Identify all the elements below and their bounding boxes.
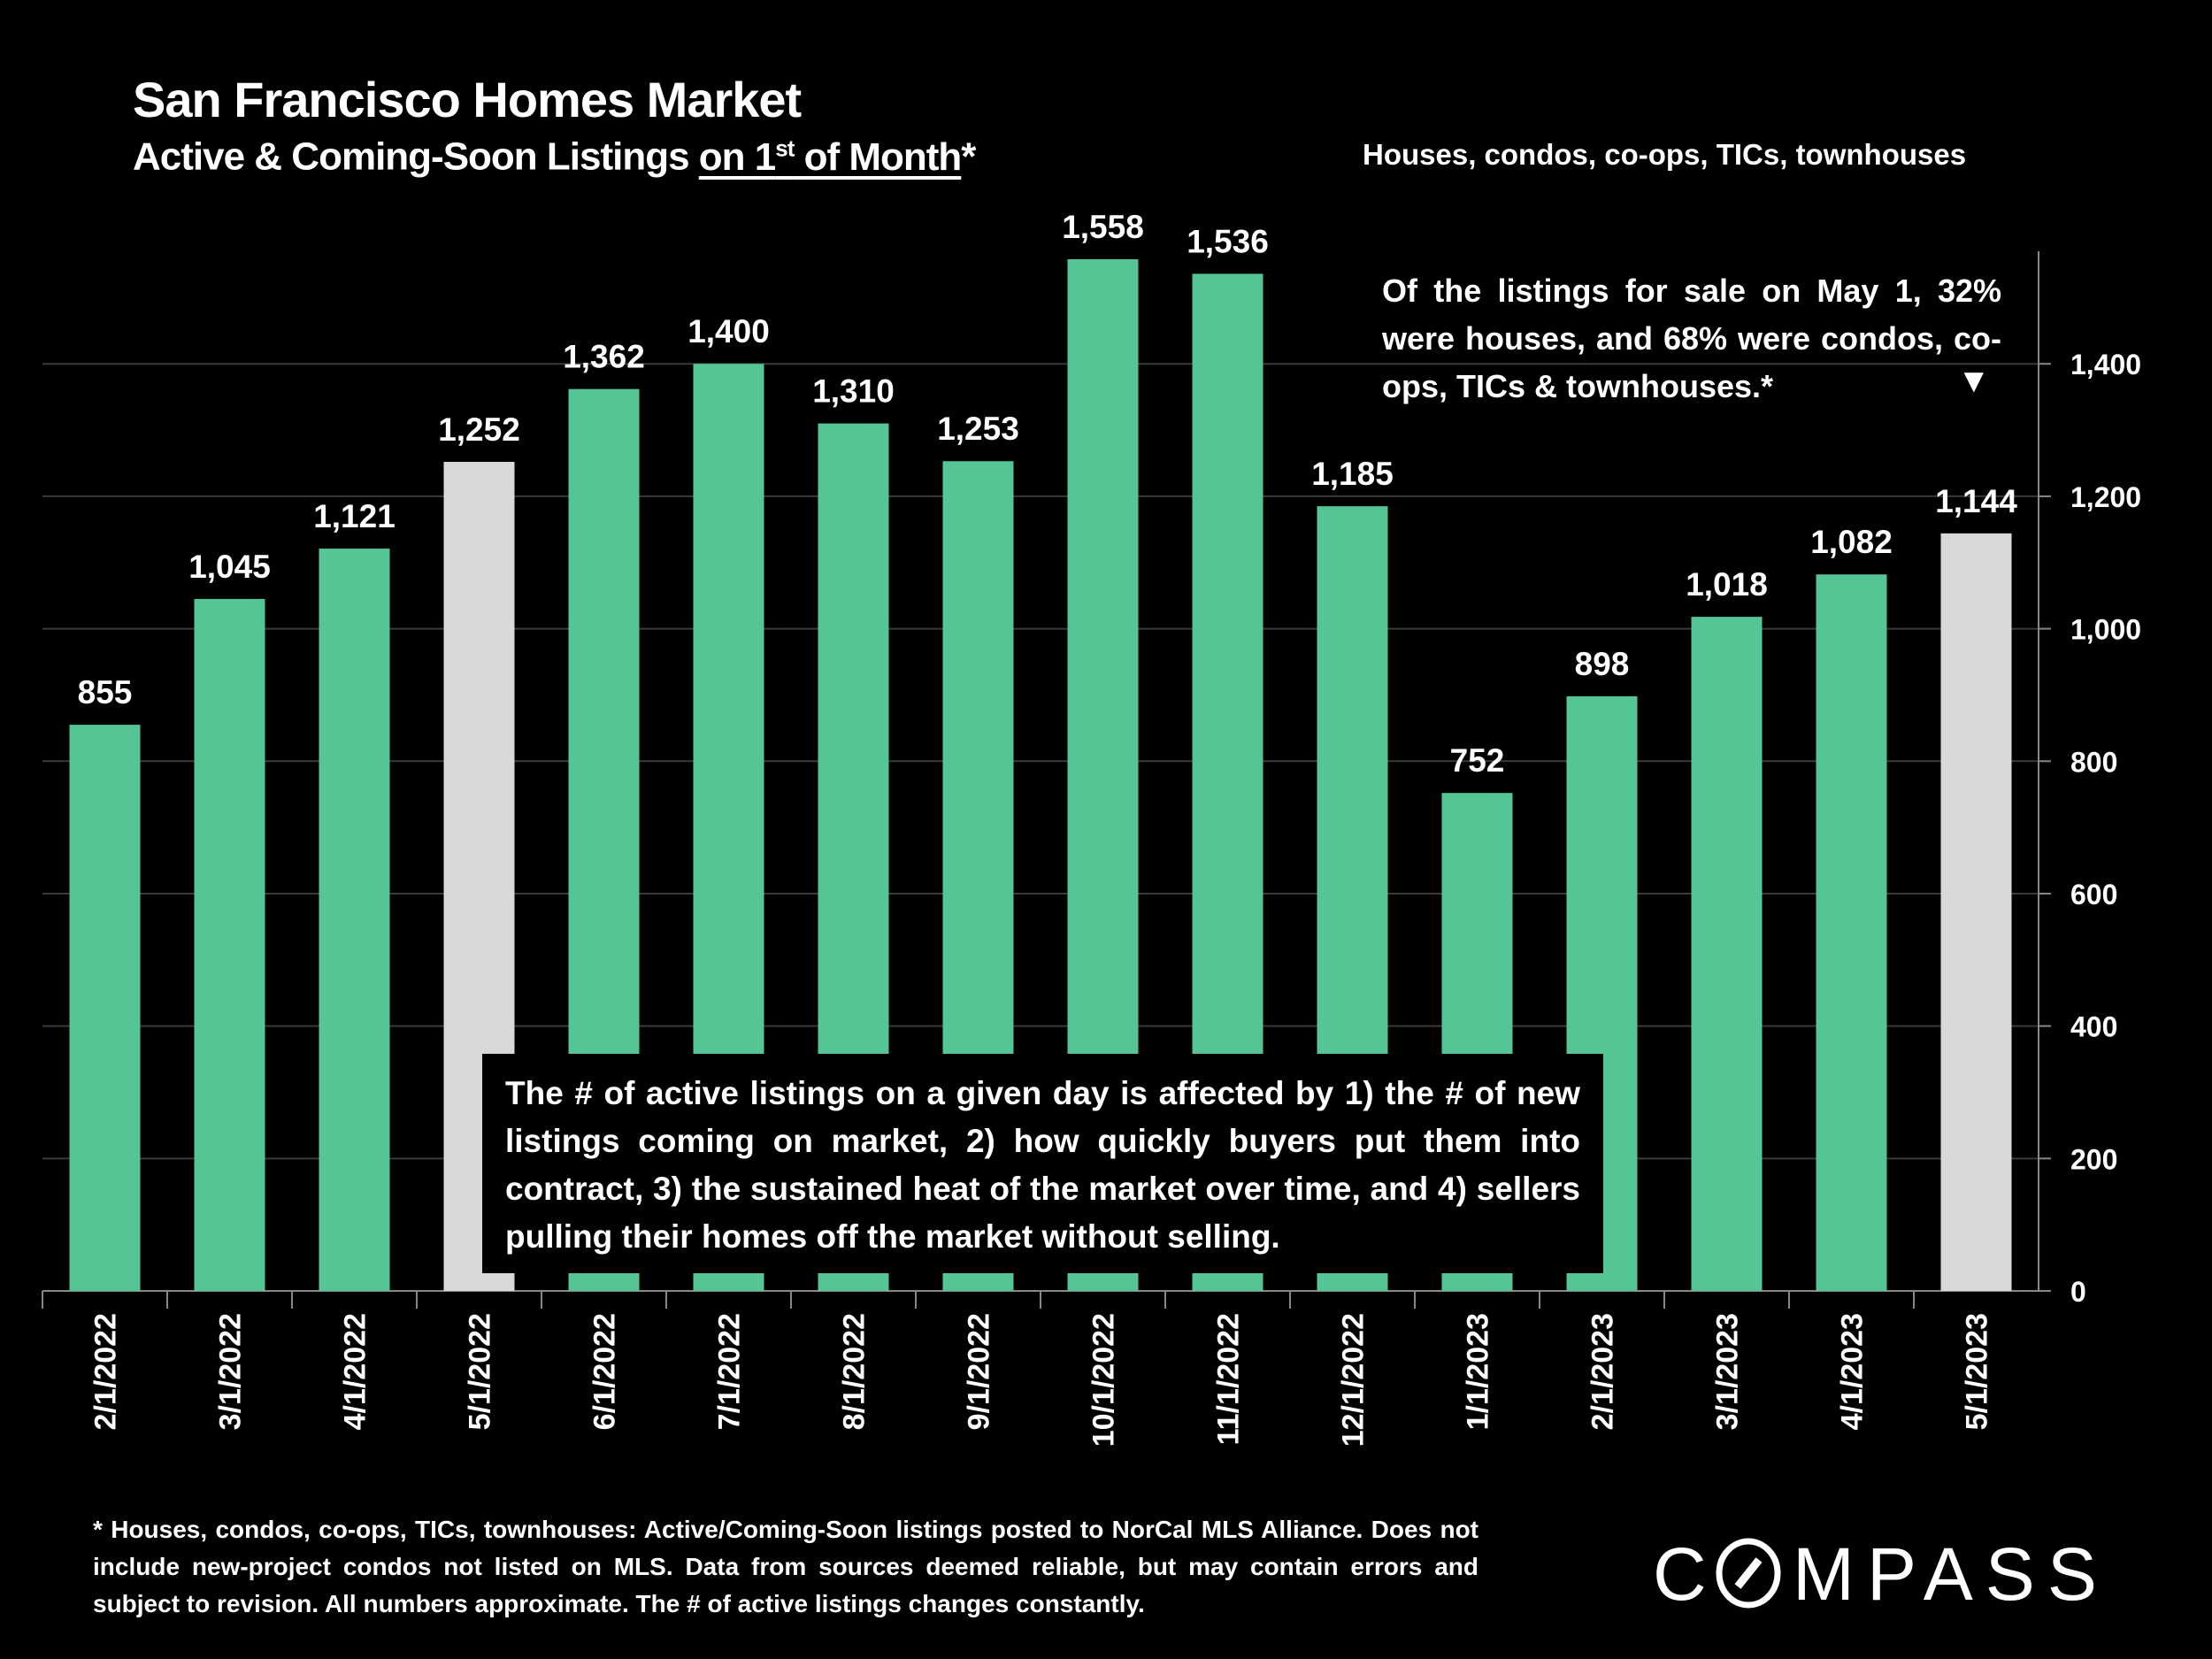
bar (69, 725, 141, 1291)
chart-subtitle: Active & Coming-Soon Listings on 1st of … (133, 134, 976, 180)
bar-value-label: 1,400 (687, 313, 770, 349)
bar-value-label: 1,045 (188, 549, 271, 585)
bar (194, 598, 265, 1291)
bar-value-label: 1,253 (937, 411, 1019, 447)
y-tick-label: 1,200 (2070, 481, 2141, 513)
x-tick-label: 3/1/2022 (214, 1313, 248, 1430)
x-tick-label: 5/1/2022 (464, 1313, 497, 1430)
bar-value-label: 1,185 (1311, 456, 1394, 492)
x-tick-label: 3/1/2023 (1711, 1313, 1745, 1430)
svg-text:C: C (1653, 1532, 1719, 1610)
x-tick-label: 2/1/2023 (1586, 1313, 1620, 1430)
y-tick-label: 600 (2070, 879, 2117, 910)
bar (1691, 617, 1763, 1291)
x-tick-label: 9/1/2022 (963, 1313, 996, 1430)
subtitle-asterisk: * (961, 134, 976, 179)
bar-value-label: 1,018 (1686, 566, 1768, 603)
x-tick-label: 4/1/2023 (1836, 1313, 1870, 1430)
x-tick-label: 12/1/2022 (1337, 1313, 1371, 1447)
bar (319, 549, 390, 1291)
y-tick-label: 800 (2070, 746, 2117, 778)
bar (1940, 533, 2012, 1291)
bar-value-label: 1,144 (1935, 483, 2017, 519)
x-tick-label: 11/1/2022 (1212, 1313, 1246, 1445)
chart-title: San Francisco Homes Market (133, 72, 802, 127)
y-tick-label: 200 (2070, 1143, 2117, 1175)
x-tick-label: 6/1/2022 (588, 1313, 622, 1430)
y-tick-label: 400 (2070, 1011, 2117, 1043)
bar-value-label: 1,082 (1810, 524, 1893, 560)
down-triangle-icon: ▼ (1957, 363, 1991, 400)
x-tick-label: 8/1/2022 (838, 1313, 872, 1430)
subtitle-underlined: on 1 (698, 134, 776, 179)
x-tick-label: 2/1/2022 (89, 1313, 123, 1430)
bar-value-label: 855 (78, 674, 133, 710)
y-tick-label: 1,400 (2070, 349, 2141, 380)
x-tick-label: 4/1/2022 (339, 1313, 373, 1430)
bar-value-label: 1,252 (438, 411, 520, 448)
x-tick-label: 1/1/2023 (1462, 1313, 1495, 1430)
svg-text:MPASS: MPASS (1793, 1532, 2109, 1610)
bar-value-label: 1,362 (563, 339, 645, 375)
y-tick-label: 0 (2070, 1276, 2086, 1308)
callout-box: The # of active listings on a given day … (482, 1054, 1603, 1273)
bar-value-label: 1,310 (812, 373, 895, 410)
subtitle-text: Active & Coming-Soon Listings (133, 134, 699, 179)
x-tick-label: 7/1/2022 (713, 1313, 747, 1430)
bar-value-label: 898 (1575, 646, 1630, 682)
subtitle-underlined-2: of Month (794, 134, 963, 179)
bar-value-label: 1,558 (1062, 209, 1144, 245)
x-tick-label: 5/1/2023 (1961, 1313, 1994, 1430)
y-tick-label: 1,000 (2070, 614, 2141, 646)
scope-note: Houses, condos, co-ops, TICs, townhouses (1363, 138, 1967, 171)
bar-value-label: 1,121 (313, 498, 396, 534)
bar-value-label: 752 (1450, 742, 1505, 779)
logo-o-slash (1716, 1538, 1781, 1609)
compass-logo: C MPASS (1653, 1532, 2109, 1610)
footnote: * Houses, condos, co-ops, TICs, townhous… (93, 1516, 1479, 1617)
annotation-text: Of the listings for sale on May 1, 32% w… (1382, 273, 2001, 404)
x-tick-label: 10/1/2022 (1087, 1313, 1121, 1447)
subtitle-superscript: st (775, 134, 795, 161)
bar (1816, 574, 1887, 1291)
bar-value-label: 1,536 (1187, 223, 1269, 259)
